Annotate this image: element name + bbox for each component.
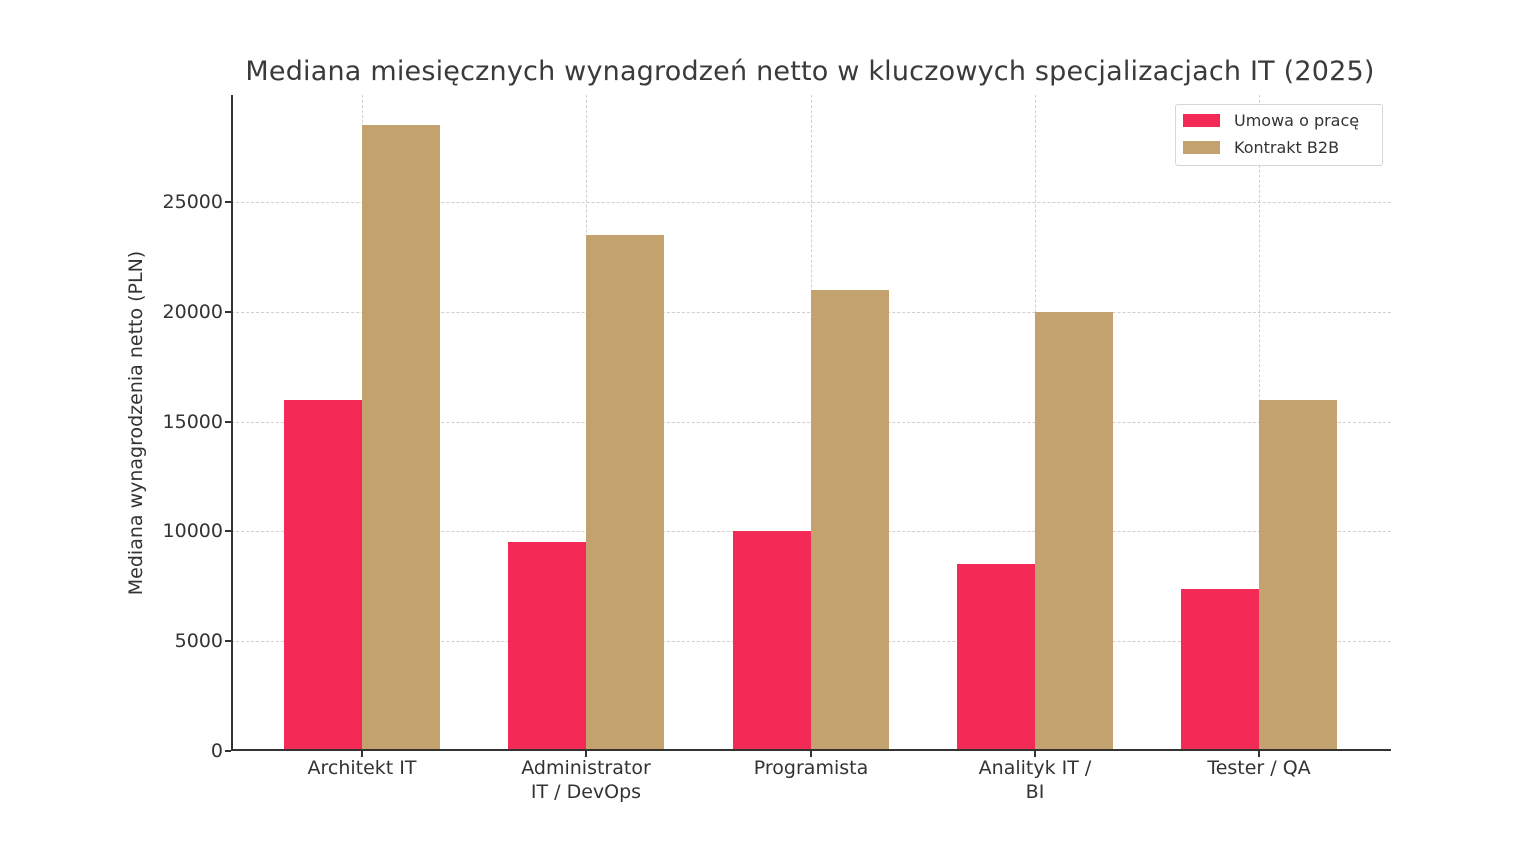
legend-swatch-umowa: [1183, 113, 1220, 127]
bar-umowa: [1181, 588, 1259, 751]
y-tick-mark: [225, 640, 231, 643]
x-tick-mark: [1258, 751, 1260, 757]
x-tick-mark: [1034, 751, 1036, 757]
y-axis-line: [231, 95, 233, 751]
y-tick-label: 0: [210, 740, 223, 762]
bar-umowa: [284, 399, 362, 751]
bar-b2b: [1035, 311, 1113, 751]
legend-item-b2b: Kontrakt B2B: [1183, 137, 1339, 157]
x-tick-label: Tester / QA: [1207, 757, 1311, 779]
chart-title: Mediana miesięcznych wynagrodzeń netto w…: [245, 56, 1375, 87]
x-tick-label: Programista: [753, 757, 869, 779]
y-tick-label: 25000: [162, 191, 223, 213]
y-tick-mark: [225, 750, 231, 752]
x-tick-label: Architekt IT: [307, 757, 417, 779]
y-tick-label: 15000: [162, 410, 223, 433]
x-tick-mark: [585, 751, 587, 757]
x-tick-mark: [810, 751, 812, 757]
legend-label-b2b: Kontrakt B2B: [1234, 137, 1340, 157]
x-tick-label: Administrator IT / DevOps: [521, 757, 651, 803]
bar-umowa: [733, 531, 811, 751]
bar-b2b: [1259, 399, 1337, 751]
y-tick-mark: [225, 201, 231, 203]
y-tick-label: 5000: [174, 630, 223, 653]
x-tick-mark: [361, 751, 363, 757]
legend-swatch-b2b: [1183, 140, 1220, 154]
bar-umowa: [508, 542, 586, 751]
y-tick-mark: [225, 420, 231, 423]
y-tick-mark: [225, 530, 231, 533]
bar-b2b: [362, 125, 440, 751]
y-tick-mark: [225, 310, 231, 313]
x-axis-line: [231, 749, 1391, 751]
x-tick-label: Analityk IT / BI: [978, 757, 1092, 803]
bar-b2b: [811, 289, 889, 751]
y-tick-label: 10000: [162, 520, 223, 543]
legend-label-umowa: Umowa o pracę: [1234, 110, 1360, 130]
bar-b2b: [586, 234, 664, 751]
legend-item-umowa: Umowa o pracę: [1183, 110, 1359, 130]
plot-area: [225, 95, 1391, 757]
bar-umowa: [957, 564, 1035, 751]
legend: Umowa o pracę Kontrakt B2B: [1175, 104, 1383, 166]
y-tick-label: 20000: [162, 300, 223, 323]
